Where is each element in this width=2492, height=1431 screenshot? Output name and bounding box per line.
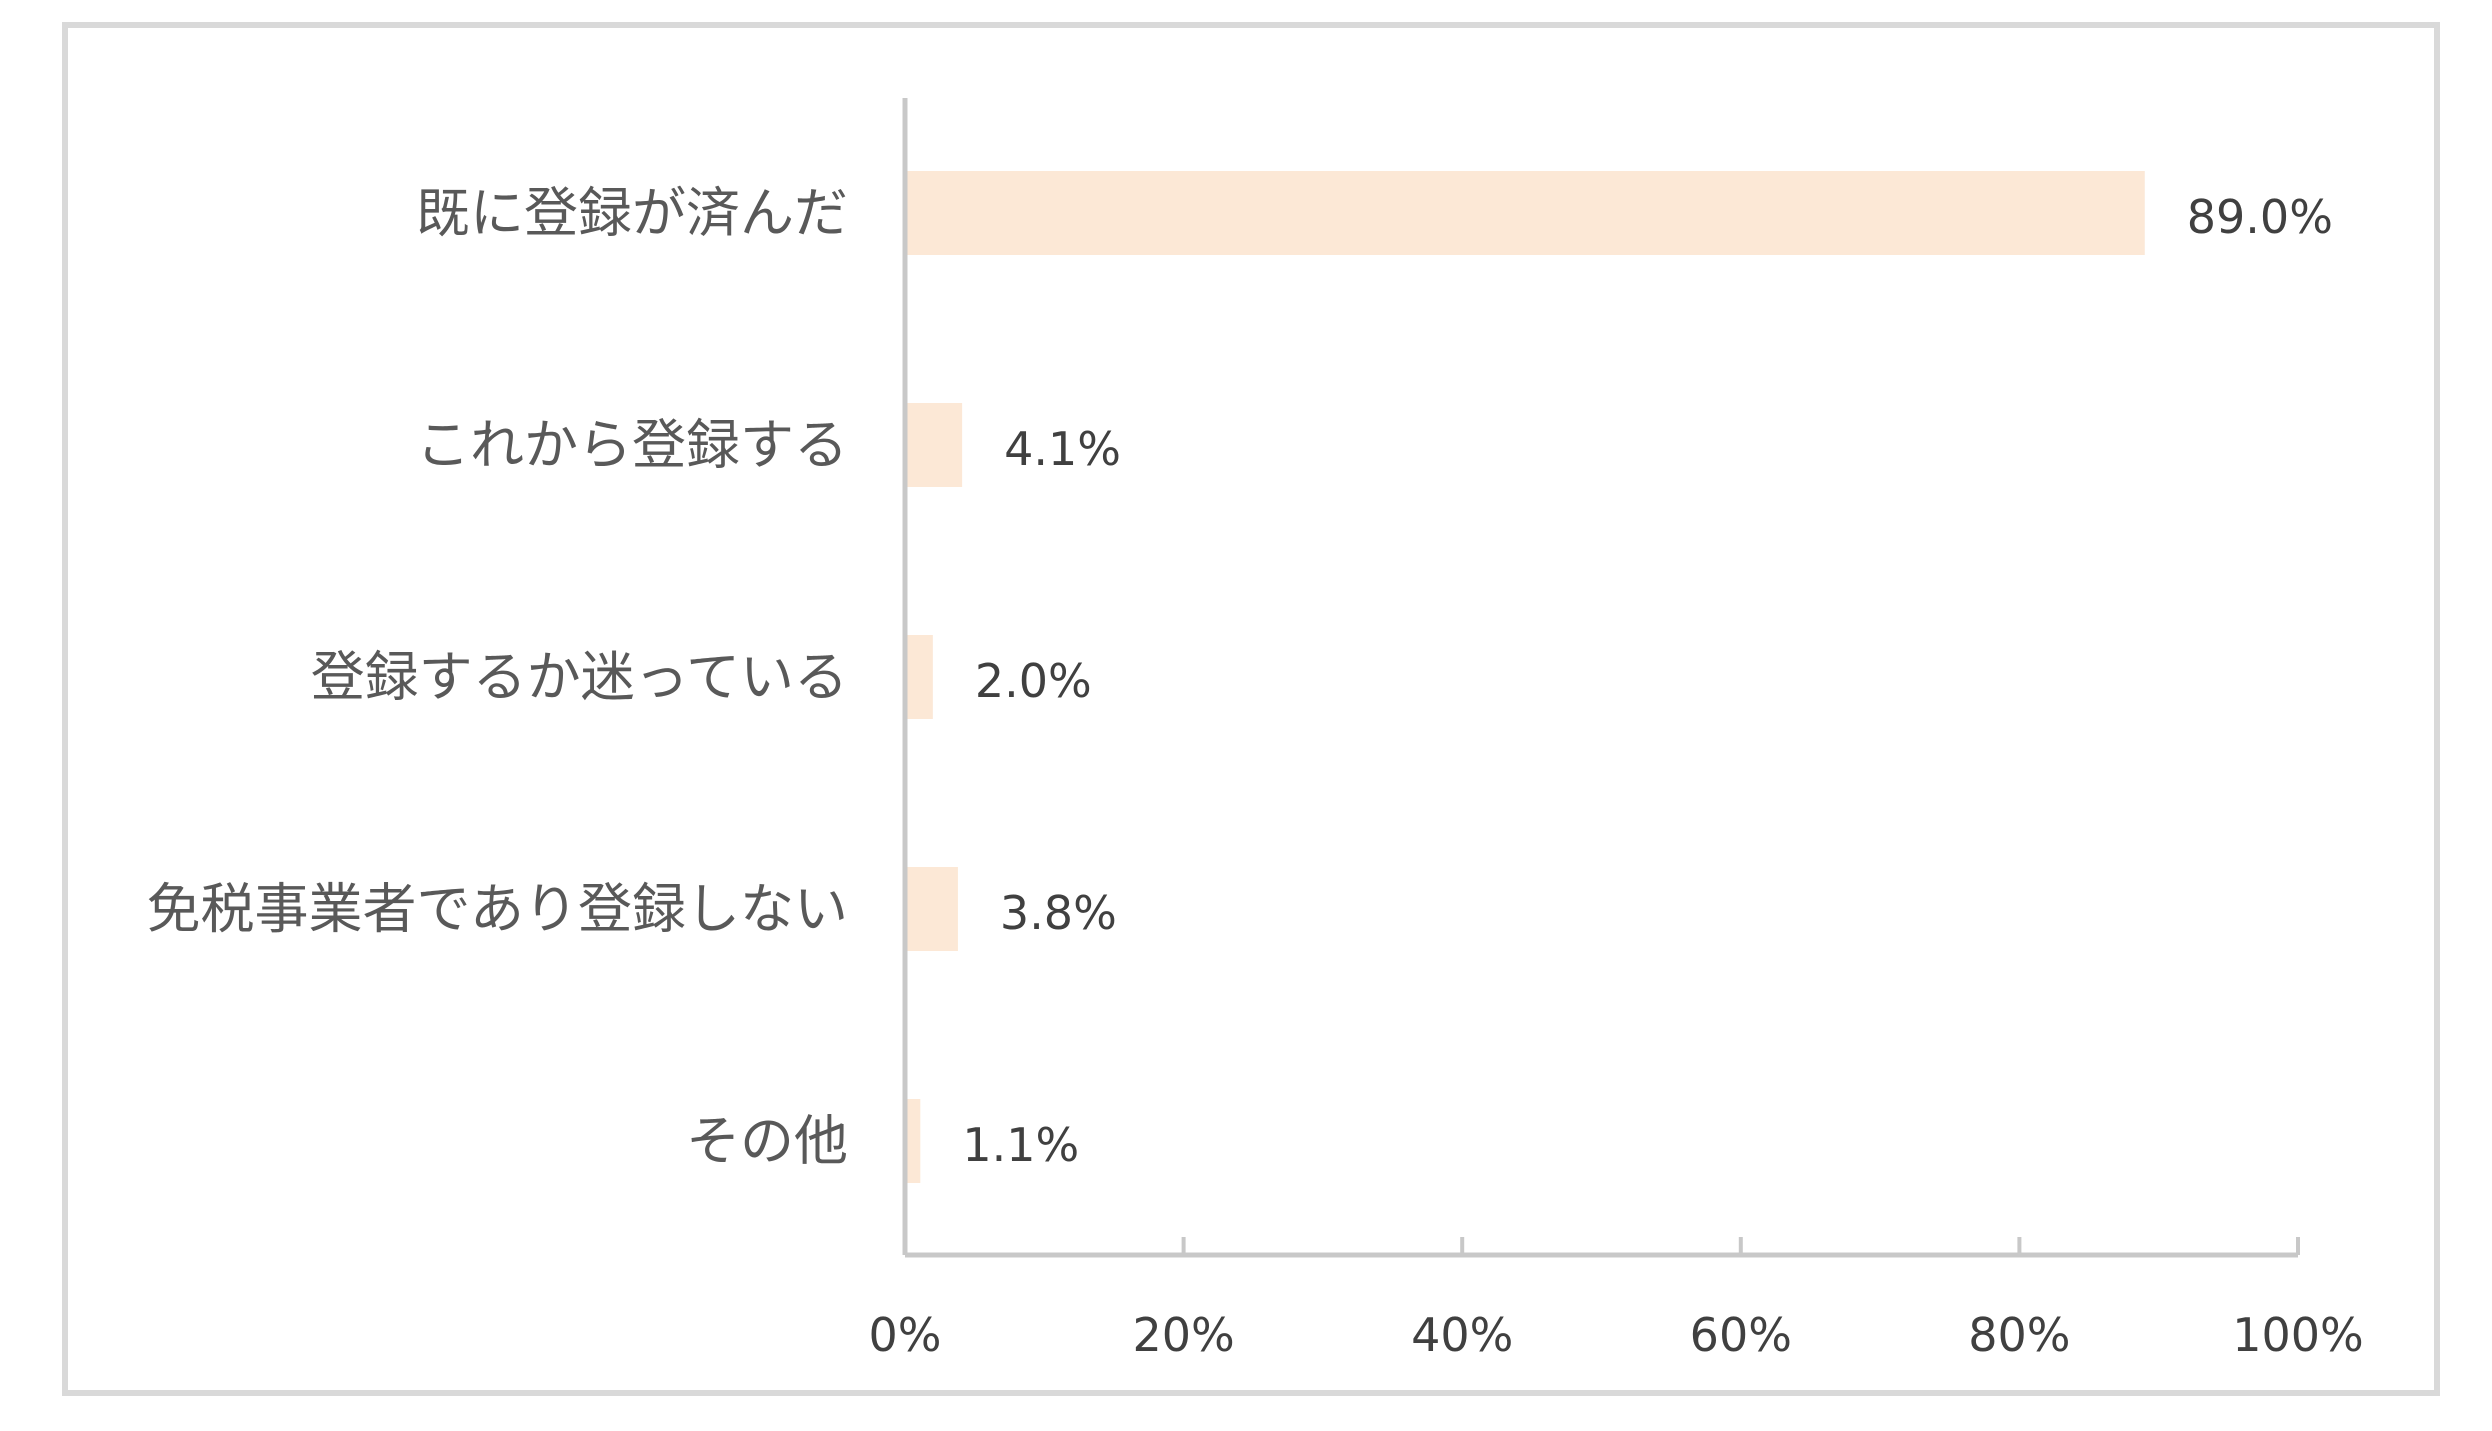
data-label: 3.8%: [1000, 886, 1117, 940]
data-label: 1.1%: [962, 1118, 1079, 1172]
data-label: 89.0%: [2187, 190, 2333, 244]
data-label: 2.0%: [975, 654, 1092, 708]
x-tick-label: 0%: [869, 1308, 942, 1362]
x-tick-label: 80%: [1968, 1308, 2070, 1362]
bar: [905, 1099, 921, 1183]
x-tick-label: 20%: [1132, 1308, 1234, 1362]
category-label: その他: [686, 1110, 848, 1173]
bar: [905, 867, 958, 951]
x-tick-label: 60%: [1690, 1308, 1792, 1362]
axis-layer: [902, 98, 2300, 1258]
bar: [905, 403, 963, 487]
labels-layer: 既に登録が済んだ 89.0% これから登録する 4.1% 登録するか迷っている 2.0% 免…: [147, 182, 2364, 1363]
category-label: 既に登録が済んだ: [416, 182, 848, 245]
bar: [905, 635, 933, 719]
bars-layer: [905, 171, 2145, 1183]
category-label: これから登録する: [416, 414, 848, 477]
category-label: 免税事業者であり登録しない: [147, 878, 848, 941]
x-tick-label: 40%: [1411, 1308, 1513, 1362]
data-label: 4.1%: [1004, 422, 1121, 476]
category-label: 登録するか迷っている: [311, 646, 848, 709]
bar: [905, 171, 2145, 255]
x-tick-label: 100%: [2232, 1308, 2364, 1362]
